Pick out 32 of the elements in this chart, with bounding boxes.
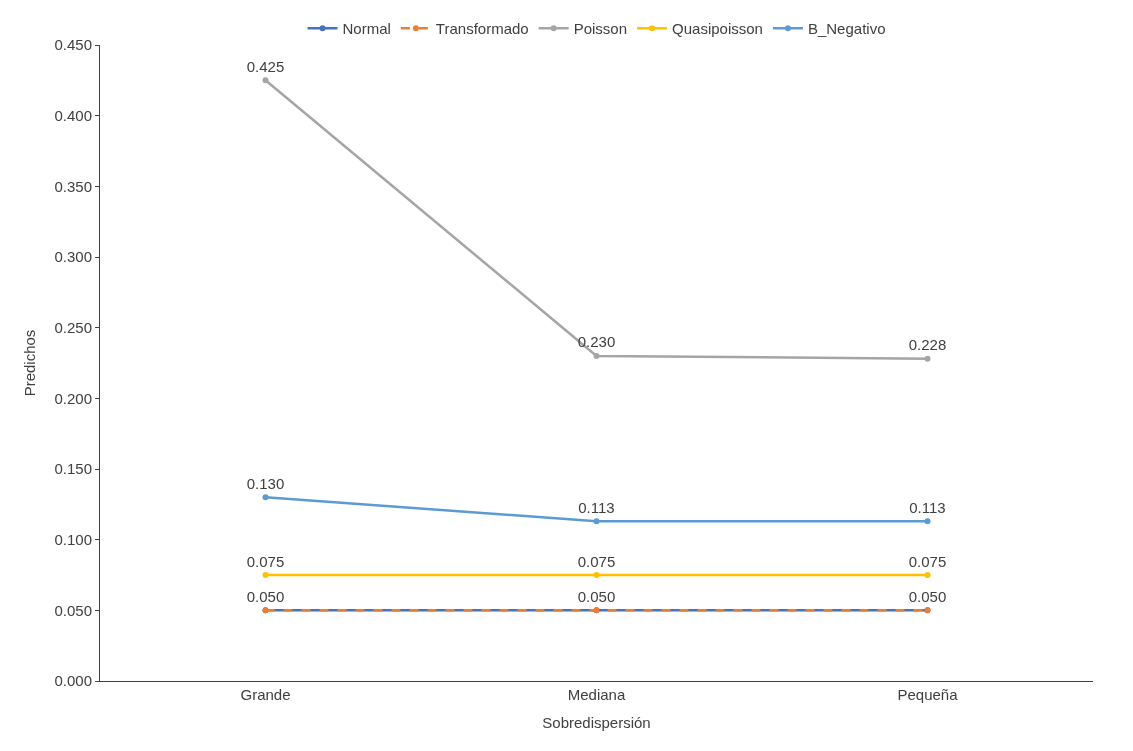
data-label: 0.050: [577, 587, 616, 605]
data-label: 0.230: [577, 333, 616, 351]
y-tick-label: 0.350: [54, 177, 92, 195]
x-tick-label: Mediana: [567, 686, 626, 703]
legend-label: Quasipoisson: [672, 20, 763, 38]
data-label: 0.075: [577, 552, 616, 570]
data-label: 0.075: [908, 552, 947, 570]
y-tick-label: 0.000: [54, 672, 92, 690]
legend-label: Normal: [342, 20, 391, 38]
y-tick-label: 0.450: [54, 36, 92, 54]
data-label: 0.050: [908, 587, 947, 605]
x-tick-label: Grande: [240, 686, 291, 703]
data-label: 0.113: [578, 498, 615, 516]
y-axis-title: Predichos: [20, 329, 38, 397]
y-tick-label: 0.250: [54, 318, 92, 336]
legend-label: Poisson: [573, 20, 628, 38]
data-label: 0.425: [246, 57, 285, 75]
y-tick-label: 0.150: [54, 460, 92, 478]
y-tick-label: 0.050: [54, 601, 92, 619]
legend-label: B_Negativo: [807, 20, 886, 38]
x-tick-label: Pequeña: [897, 686, 959, 703]
y-tick-label: 0.100: [54, 530, 92, 548]
legend-label: Transformado: [435, 20, 529, 38]
x-axis-title: Sobredispersión: [542, 714, 651, 731]
data-label: 0.075: [246, 552, 285, 570]
y-tick-label: 0.300: [54, 248, 92, 266]
data-label: 0.130: [246, 474, 285, 492]
y-tick-label: 0.400: [54, 106, 92, 124]
data-label: 0.228: [908, 336, 947, 354]
y-tick-label: 0.200: [54, 389, 92, 407]
data-label: 0.113: [909, 498, 946, 516]
data-label: 0.050: [246, 587, 285, 605]
